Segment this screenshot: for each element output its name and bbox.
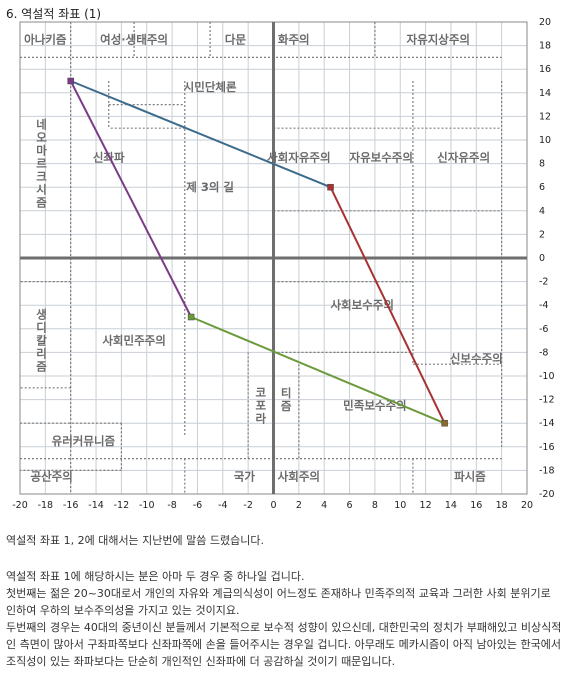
region-label: 화주의 [278,33,310,47]
y-tick-label: -12 [539,395,555,406]
x-tick-label: 18 [496,500,508,511]
y-tick-label: -6 [539,324,548,335]
y-tick-label: 0 [539,253,545,264]
x-tick-label: 2 [296,500,302,511]
connecting-line [190,316,445,425]
y-tick-label: 20 [539,17,551,28]
region-label: 자유지상주의 [407,33,470,47]
y-tick-label: 16 [539,64,551,75]
region-label: 사회주의 [278,469,320,483]
data-point [441,419,448,427]
paragraph-second-case: 두번째의 경우는 40대의 중년이신 분들께서 기본적으로 보수적 성향이 있으… [6,621,562,668]
region-label: 사회보수주의 [330,298,393,312]
x-tick-label: 12 [420,500,432,511]
x-tick-label: -2 [243,500,252,511]
region-label: 사회자유주의 [267,151,330,165]
x-tick-label: -6 [193,500,202,511]
region-label: 민족보수주의 [343,399,406,413]
y-tick-label: -8 [539,347,548,358]
y-tick-label: 8 [539,159,545,170]
region-label: 국가 [234,469,256,483]
y-tick-label: 12 [539,111,551,122]
connecting-line [69,80,193,318]
page-title: 6. 역설적 좌표 (1) [6,7,102,21]
region-label: 신자유주의 [437,151,490,165]
connecting-lines [69,80,446,425]
data-point [327,183,334,191]
y-tick-label: -14 [539,418,555,429]
connecting-line [70,80,331,189]
x-tick-label: -12 [114,500,130,511]
x-tick-label: -14 [88,500,104,511]
y-tick-label: -10 [539,371,555,382]
region-label: 자유보수주의 [349,151,412,165]
x-tick-label: 8 [372,500,378,511]
paragraph-first-case: 첫번째는 젊은 20~30대로서 개인의 자유와 계급의식성이 어느정도 존재하… [6,587,551,617]
region-label: 시민단체론 [184,80,237,94]
region-label: 공산주의 [31,469,73,483]
y-tick-label: -16 [539,442,555,453]
axes [20,22,527,494]
x-tick-label: 20 [521,500,533,511]
y-tick-label: 6 [539,182,545,193]
x-tick-label: 10 [394,500,406,511]
x-tick-label: 0 [270,500,276,511]
x-tick-label: 4 [321,500,327,511]
x-tick-label: 6 [347,500,353,511]
region-label: 유러커뮤니즘 [52,434,116,448]
region-label: 여성·생태주의 [100,33,168,47]
x-tick-label: 14 [445,500,457,511]
caption: 역설적 좌표 1, 2에 대해서는 지난번에 말씀 드렸습니다. [6,534,264,547]
region-label: 다문 [225,33,247,47]
region-label: 파시즘 [454,469,486,483]
x-tick-label: -20 [12,500,28,511]
data-point [187,313,195,321]
region-label: 신보수주의 [450,351,503,365]
region-label: 제 3의 길 [186,180,234,194]
data-point [67,77,74,85]
connecting-line [329,186,446,424]
y-tick-label: -2 [539,277,548,288]
y-tick-label: 4 [539,206,545,217]
region-label: 아나키즘 [24,33,67,47]
tick-labels: -20 -18 -16 -14 -12 -10 -8 -6 -4 -2 0 2 4 6 8 10 12 14 16 1… [12,17,554,511]
x-tick-label: -10 [139,500,155,511]
x-tick-label: -16 [63,500,79,511]
y-tick-label: 10 [539,135,551,146]
x-tick-label: 16 [470,500,482,511]
paradox-coordinate-chart: 아나키즘여성·생태주의다문화주의자유지상주의시민단체론신좌파사회자유주의자유보수… [12,17,554,511]
y-tick-label: -4 [539,300,548,311]
y-tick-label: -20 [539,489,555,500]
x-tick-label: -8 [167,500,176,511]
data-points [67,77,448,427]
x-tick-label: -4 [218,500,227,511]
body-text: 역설적 좌표 1에 해당하시는 분은 아마 두 경우 중 하나일 겁니다. 첫번… [6,568,562,670]
y-tick-label: -18 [539,465,555,476]
paragraph-intro: 역설적 좌표 1에 해당하시는 분은 아마 두 경우 중 하나일 겁니다. [6,570,305,583]
region-label: 사회민주주의 [102,334,165,348]
y-tick-label: 18 [539,41,551,52]
x-tick-label: -18 [38,500,54,511]
y-tick-label: 14 [539,88,551,99]
region-labels: 아나키즘여성·생태주의다문화주의자유지상주의시민단체론신좌파사회자유주의자유보수… [24,33,503,484]
y-tick-label: 2 [539,229,545,240]
